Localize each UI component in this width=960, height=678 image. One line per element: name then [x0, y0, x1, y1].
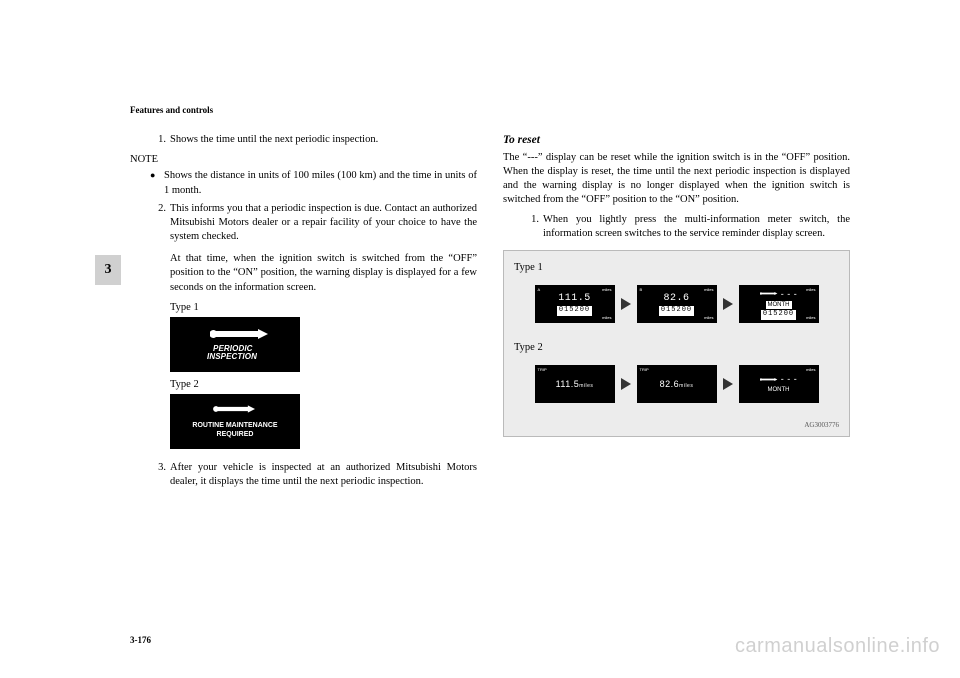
list-text: Shows the time until the next periodic i…	[170, 133, 477, 147]
list-item: 1. When you lightly press the multi-info…	[523, 213, 850, 241]
mini-display: miles - - - MONTH 015200 miles	[739, 285, 819, 323]
panel-text: PERIODIC INSPECTION	[207, 345, 263, 363]
list-text: When you lightly press the multi-informa…	[543, 213, 850, 241]
figure-row: miles A 111.5 015200 miles miles B 82.6 …	[514, 285, 839, 323]
list-text: After your vehicle is inspected at an au…	[170, 461, 477, 489]
note-label: NOTE	[130, 153, 477, 167]
two-column-layout: 1. Shows the time until the next periodi…	[130, 133, 850, 493]
header-section-title: Features and controls	[130, 105, 850, 115]
wrench-icon	[210, 404, 260, 416]
note-text: Shows the distance in units of 100 miles…	[164, 169, 477, 197]
list-number: 2.	[150, 202, 166, 245]
list-number: 3.	[150, 461, 166, 489]
mini-display: miles A 111.5 015200 miles	[535, 285, 615, 323]
watermark: carmanualsonline.info	[735, 635, 940, 658]
display-panel-routine: ROUTINE MAINTENANCE REQUIRED	[170, 394, 300, 449]
arrow-icon	[723, 378, 733, 390]
bullet-icon: ●	[150, 169, 164, 197]
paragraph: The “---” display can be reset while the…	[503, 151, 850, 208]
list-item: 2. This informs you that a periodic insp…	[150, 202, 477, 245]
figure-type-label: Type 2	[514, 341, 839, 355]
figure-type-label: Type 1	[514, 261, 839, 275]
figure-code: AG3003776	[514, 421, 839, 430]
list-item: 3. After your vehicle is inspected at an…	[150, 461, 477, 489]
wrench-icon	[760, 377, 778, 382]
display-panel-periodic: PERIODIC INSPECTION	[170, 317, 300, 372]
right-column: To reset The “---” display can be reset …	[503, 133, 850, 493]
mini-display: miles B 82.6 015200 miles	[637, 285, 717, 323]
subheading-to-reset: To reset	[503, 133, 850, 149]
mini-display: miles - - - MONTH	[739, 365, 819, 403]
wrench-icon	[760, 291, 778, 296]
wrench-icon	[210, 327, 260, 339]
page-number: 3-176	[130, 635, 151, 645]
arrow-icon	[723, 298, 733, 310]
type-label: Type 1	[170, 301, 477, 315]
note-bullet-row: ● Shows the distance in units of 100 mil…	[150, 169, 477, 197]
list-number: 1.	[523, 213, 539, 241]
list-item: 1. Shows the time until the next periodi…	[150, 133, 477, 147]
chapter-tab: 3	[95, 255, 121, 285]
arrow-icon	[621, 298, 631, 310]
list-number: 1.	[150, 133, 166, 147]
left-column: 1. Shows the time until the next periodi…	[130, 133, 477, 493]
paragraph: At that time, when the ignition switch i…	[170, 252, 477, 295]
panel-text: ROUTINE MAINTENANCE REQUIRED	[192, 422, 277, 439]
mini-display: TRIP 111.5miles	[535, 365, 615, 403]
figure-box: Type 1 miles A 111.5 015200 miles miles …	[503, 250, 850, 438]
arrow-icon	[621, 378, 631, 390]
list-text: This informs you that a periodic inspect…	[170, 202, 477, 245]
mini-display: TRIP 82.6miles	[637, 365, 717, 403]
type-label: Type 2	[170, 378, 477, 392]
manual-page: Features and controls 3 1. Shows the tim…	[130, 105, 850, 645]
figure-row: TRIP 111.5miles TRIP 82.6miles miles - -…	[514, 365, 839, 403]
